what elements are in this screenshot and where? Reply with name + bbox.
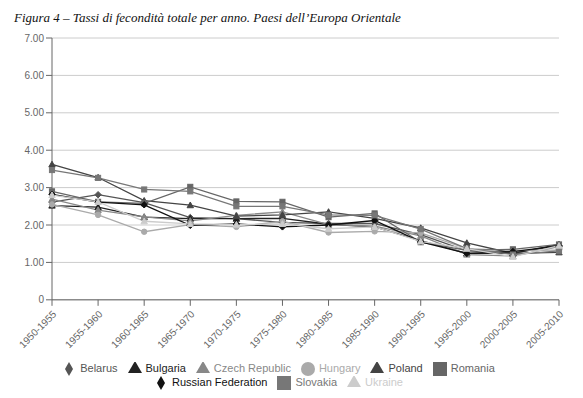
svg-text:1970-1975: 1970-1975 xyxy=(201,308,243,350)
svg-text:1965-1970: 1965-1970 xyxy=(155,308,197,350)
svg-text:2.00: 2.00 xyxy=(25,220,45,231)
html-text:Romania: Romania xyxy=(450,361,495,374)
svg-text:1985-1990: 1985-1990 xyxy=(339,308,381,350)
svg-text:1955-1960: 1955-1960 xyxy=(63,308,105,350)
svg-text:1975-1980: 1975-1980 xyxy=(247,308,289,350)
html-text:Czech Republic: Czech Republic xyxy=(213,361,291,374)
svg-text:7.00: 7.00 xyxy=(25,33,45,44)
html-text:Ukraine: Ukraine xyxy=(365,375,403,388)
html-text:Figura 4 – Tassi di fecondità: Figura 4 – Tassi di fecondità totale per… xyxy=(14,10,401,25)
svg-text:0: 0 xyxy=(38,294,44,305)
html-text:Hungary: Hungary xyxy=(318,361,361,374)
svg-text:1980-1985: 1980-1985 xyxy=(293,308,335,350)
svg-text:1990-1995: 1990-1995 xyxy=(386,308,428,350)
svg-text:6.00: 6.00 xyxy=(25,70,45,81)
svg-text:5.00: 5.00 xyxy=(25,107,45,118)
html-text:Belarus: Belarus xyxy=(80,361,118,374)
svg-text:3.00: 3.00 xyxy=(25,182,45,193)
html-text:Poland: Poland xyxy=(388,361,423,374)
html-text:Bulgaria: Bulgaria xyxy=(145,361,186,374)
svg-text:4.00: 4.00 xyxy=(25,145,45,156)
svg-text:1950-1955: 1950-1955 xyxy=(17,308,59,350)
html-text:Russian Federation: Russian Federation xyxy=(172,375,268,388)
svg-text:2000-2005: 2000-2005 xyxy=(478,308,520,350)
svg-text:1960-1965: 1960-1965 xyxy=(109,308,151,350)
html-text:Slovakia: Slovakia xyxy=(295,375,337,388)
svg-text:1995-2000: 1995-2000 xyxy=(432,308,474,350)
svg-text:1.00: 1.00 xyxy=(25,257,45,268)
svg-text:2005-2010: 2005-2010 xyxy=(524,308,566,350)
